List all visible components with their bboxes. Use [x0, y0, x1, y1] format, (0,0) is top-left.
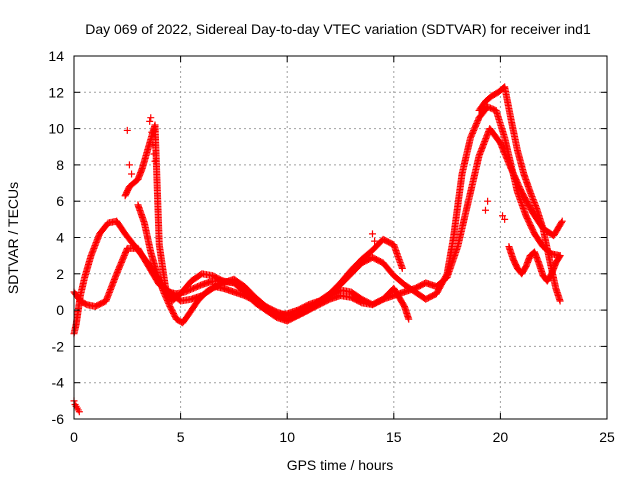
y-tick-label: 2 — [56, 266, 64, 282]
x-axis-ticks: 0 5 10 15 20 25 — [70, 56, 615, 445]
data-point — [123, 126, 131, 134]
x-tick-label: 5 — [177, 429, 185, 445]
x-tick-label: 15 — [386, 429, 402, 445]
y-tick-label: -6 — [52, 411, 65, 427]
x-tick-label: 0 — [70, 429, 78, 445]
data-point — [556, 297, 564, 305]
data-point — [499, 212, 507, 220]
y-tick-label: -4 — [52, 375, 65, 391]
y-axis-ticks: -6 -4 -2 0 2 4 6 8 10 12 14 — [48, 48, 607, 427]
data-point — [405, 315, 413, 323]
data-point — [151, 157, 159, 165]
x-tick-label: 20 — [493, 429, 509, 445]
data-point — [501, 215, 509, 223]
x-tick-label: 10 — [279, 429, 295, 445]
y-tick-label: -2 — [52, 338, 65, 354]
grid-lines — [74, 56, 607, 419]
chart-title: Day 069 of 2022, Sidereal Day-to-day VTE… — [85, 21, 591, 37]
y-axis-label: SDTVAR / TECUs — [5, 182, 21, 294]
x-tick-label: 25 — [599, 429, 615, 445]
data-point — [148, 128, 156, 136]
data-point — [557, 218, 565, 226]
y-tick-label: 8 — [56, 157, 64, 173]
data-point — [368, 230, 376, 238]
data-point — [556, 252, 564, 260]
data-point — [558, 217, 566, 225]
y-tick-label: 12 — [48, 84, 64, 100]
data-point — [149, 141, 157, 149]
data-point — [147, 114, 155, 122]
data-point — [150, 150, 158, 158]
y-tick-label: 0 — [56, 302, 64, 318]
data-point — [128, 170, 136, 178]
y-tick-label: 6 — [56, 193, 64, 209]
x-axis-label: GPS time / hours — [287, 457, 394, 473]
data-point — [146, 117, 154, 125]
data-point — [555, 253, 563, 261]
data-point — [398, 264, 406, 272]
y-tick-label: 14 — [48, 48, 64, 64]
y-tick-label: 10 — [48, 121, 64, 137]
y-tick-label: 4 — [56, 230, 64, 246]
data-markers — [70, 83, 566, 416]
data-point — [484, 197, 492, 205]
data-point — [125, 161, 133, 169]
data-point — [75, 408, 83, 416]
data-point — [481, 206, 489, 214]
data-point — [371, 237, 379, 245]
